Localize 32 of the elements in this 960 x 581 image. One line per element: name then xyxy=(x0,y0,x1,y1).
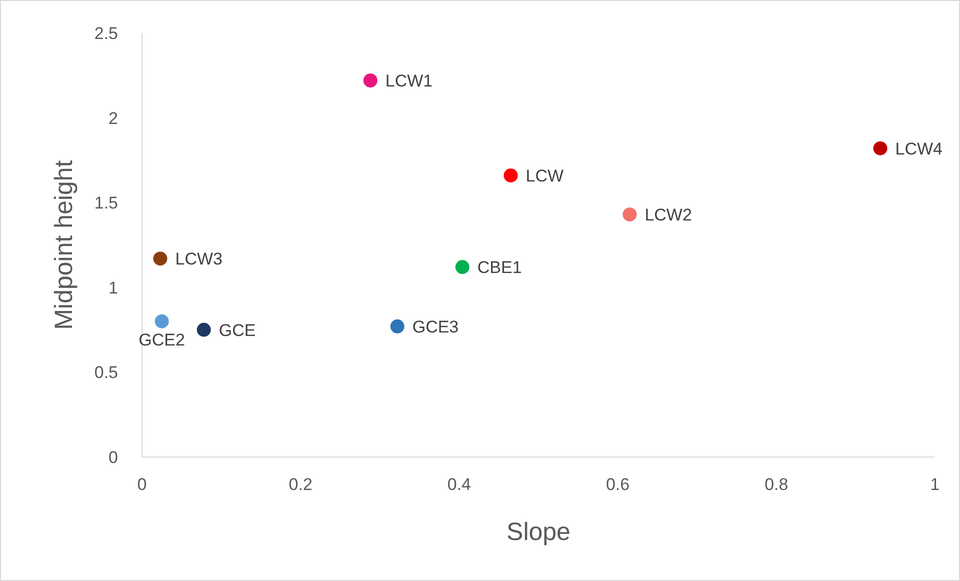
series-label: GCE xyxy=(218,320,256,340)
x-tick-label: 0.2 xyxy=(288,475,312,494)
y-tick-label: 1.5 xyxy=(94,194,118,213)
point xyxy=(455,260,470,274)
point xyxy=(390,319,404,334)
y-tick-label: 2.5 xyxy=(94,24,118,43)
y-tick-label: 1 xyxy=(108,278,118,298)
series-label: GCE3 xyxy=(412,317,459,336)
point xyxy=(154,314,169,328)
series-label: LCW1 xyxy=(385,71,433,90)
x-tick-label: 0.6 xyxy=(606,475,630,494)
x-tick-label: 0.8 xyxy=(764,475,788,494)
x-tick-label: 1 xyxy=(930,475,940,494)
x-tick-label: 0 xyxy=(137,475,147,494)
y-tick-label: 0 xyxy=(108,448,118,467)
series-label: LCW3 xyxy=(175,250,222,269)
series-label: LCW2 xyxy=(644,205,692,224)
series-label: GCE2 xyxy=(138,330,185,350)
point xyxy=(153,252,168,266)
y-tick-label: 2 xyxy=(108,108,118,128)
series-label: LCW xyxy=(526,166,564,186)
point xyxy=(196,322,211,337)
x-axis-title: Slope xyxy=(506,518,570,546)
point xyxy=(363,73,378,88)
series-label: LCW4 xyxy=(895,139,943,158)
series-label: CBE1 xyxy=(477,258,522,278)
x-tick-label: 0.4 xyxy=(447,475,472,494)
point xyxy=(622,207,637,222)
y-axis-title: Midpoint height xyxy=(50,160,78,330)
y-tick-label: 0.5 xyxy=(94,363,118,382)
point xyxy=(873,141,888,156)
point xyxy=(504,168,518,182)
